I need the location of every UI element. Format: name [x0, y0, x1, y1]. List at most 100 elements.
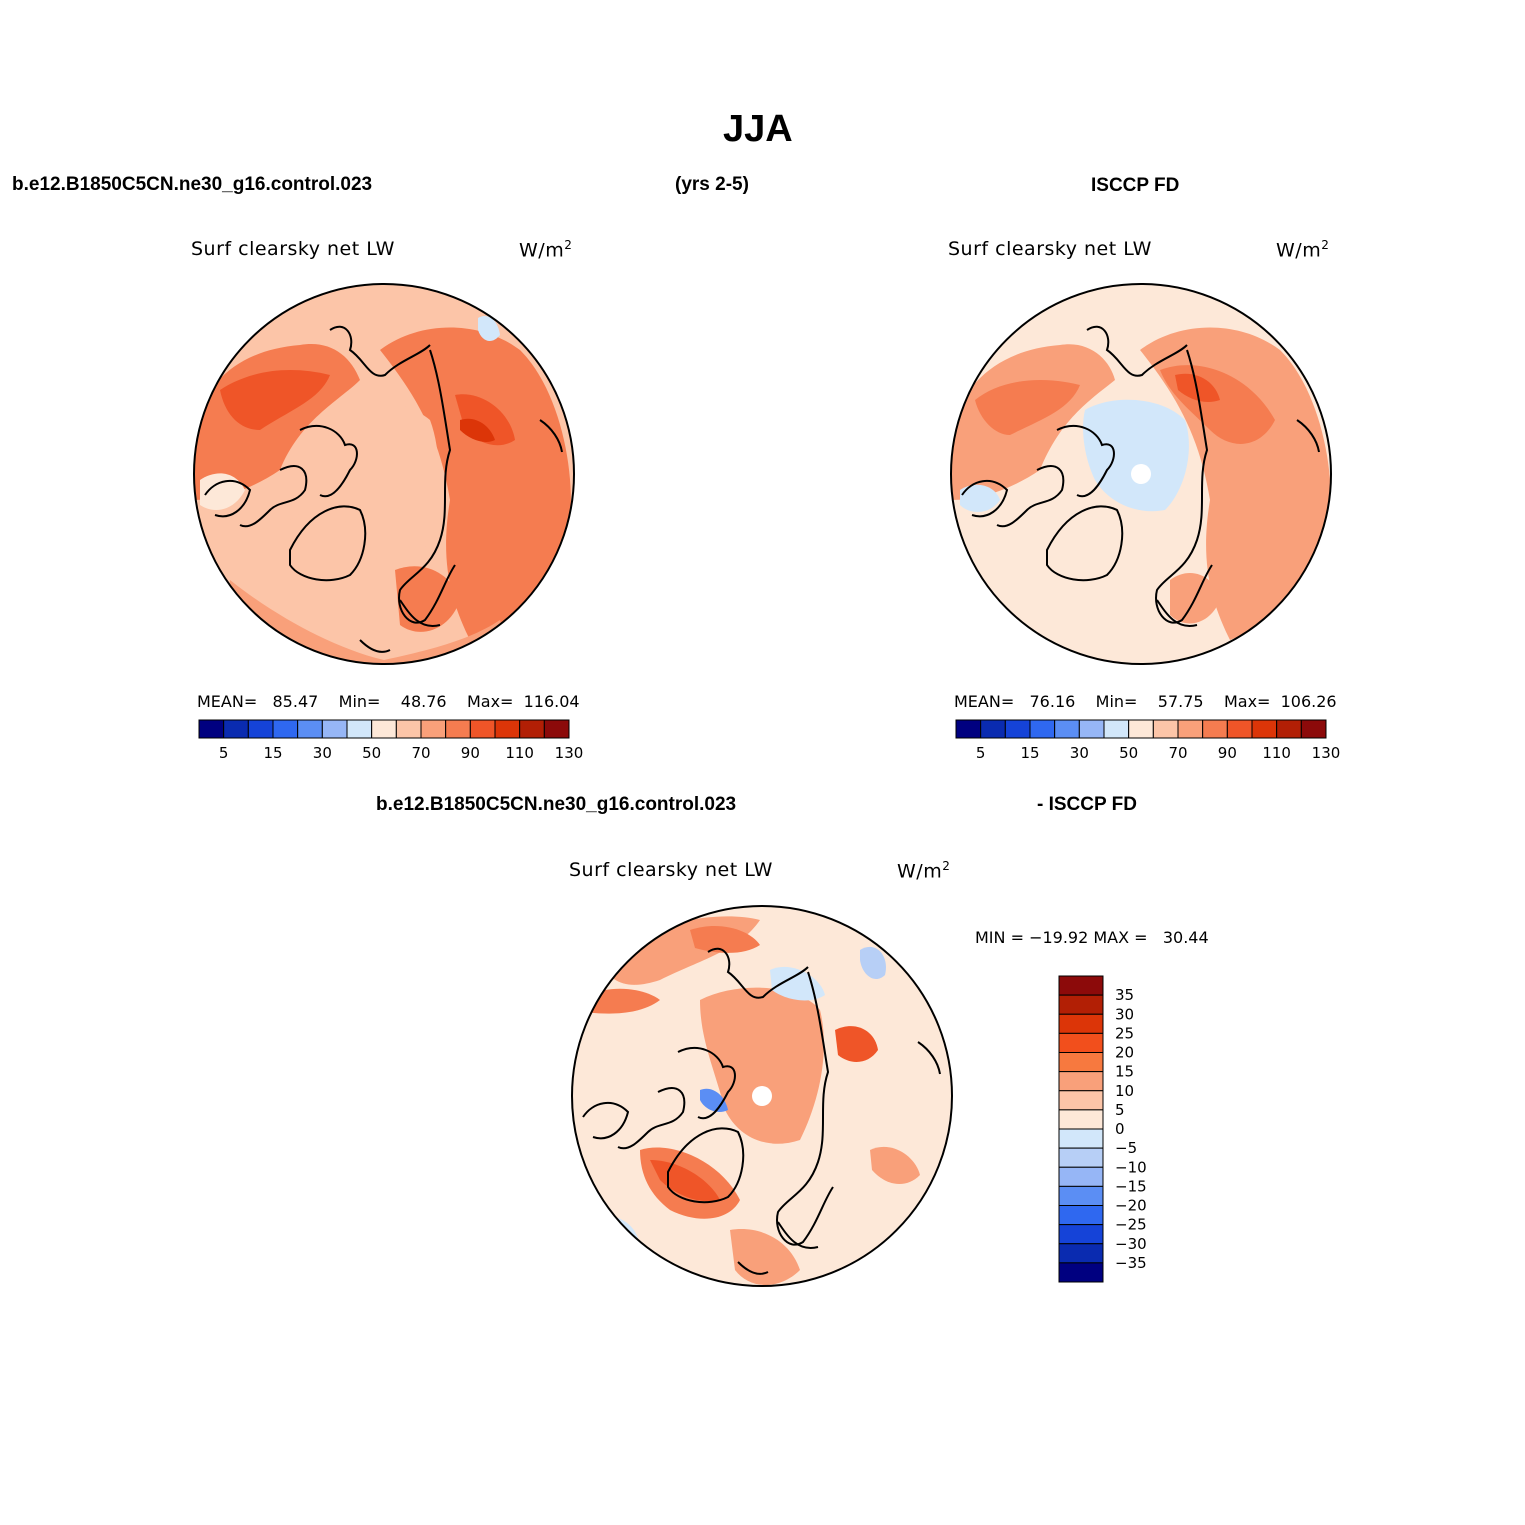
- colorbar-obs-label-4: 70: [1168, 744, 1187, 762]
- colorbar-model-swatch-0: [198, 719, 225, 739]
- coastlines-obs: [961, 325, 1320, 627]
- colorbar-diff-swatch-8: [1058, 1128, 1104, 1149]
- colorbar-model-label-3: 50: [362, 744, 381, 762]
- panel-model-variable: Surf clearsky net LW: [191, 238, 395, 260]
- min-label: Min=: [338, 692, 381, 711]
- coastlines-model: [204, 325, 563, 653]
- units-text: W/m: [519, 239, 565, 262]
- colorbar-obs-swatch-9: [1177, 719, 1204, 739]
- colorbar-model-swatch-12: [494, 719, 521, 739]
- colorbar-model-label-1: 15: [263, 744, 282, 762]
- panel-model-units: W/m2: [519, 238, 572, 261]
- top-left-case-label: b.e12.B1850C5CN.ne30_g16.control.023: [12, 174, 373, 195]
- colorbar-model-swatch-4: [297, 719, 323, 739]
- colorbar-diff-label-10: −15: [1115, 1177, 1147, 1195]
- colorbar-obs-swatch-14: [1300, 719, 1327, 739]
- colorbar-model-swatch-10: [445, 719, 471, 739]
- colorbar-obs-label-0: 5: [976, 744, 986, 762]
- mean-value: 85.47: [272, 692, 319, 711]
- bottom-case-label: b.e12.B1850C5CN.ne30_g16.control.023: [376, 794, 737, 815]
- map-diff-border: [571, 905, 953, 1287]
- panel-diff-minmax: MIN = −19.92 MAX = 30.44: [975, 928, 1209, 947]
- panel-diff-variable: Surf clearsky net LW: [569, 859, 773, 881]
- colorbar-model-swatch-1: [223, 719, 249, 739]
- colorbar-diff-label-5: 10: [1115, 1082, 1134, 1100]
- colorbar-diff-label-12: −25: [1115, 1216, 1147, 1234]
- pole-hole-obs: [1131, 464, 1151, 484]
- colorbar-diff-swatch-15: [1058, 1262, 1104, 1283]
- colorbar-obs-swatch-8: [1152, 719, 1179, 739]
- colorbar-obs-swatch-0: [955, 719, 982, 739]
- colorbar-diff-swatch-0: [1058, 975, 1104, 996]
- mean-label: MEAN=: [197, 692, 258, 711]
- coastlines-diff: [582, 947, 941, 1275]
- colorbar-obs-swatch-4: [1054, 719, 1080, 739]
- colorbar-diff-swatch-13: [1058, 1224, 1104, 1245]
- units-superscript: 2: [942, 859, 951, 873]
- top-years-label: (yrs 2-5): [675, 174, 749, 195]
- panel-diff-units: W/m2: [897, 859, 950, 882]
- colorbar-obs-swatch-12: [1251, 719, 1278, 739]
- colorbar-diff-label-14: −35: [1115, 1254, 1147, 1272]
- units-superscript: 2: [1321, 238, 1330, 252]
- colorbar-diff-label-1: 30: [1115, 1005, 1134, 1023]
- colorbar-diff-swatch-9: [1058, 1147, 1104, 1168]
- colorbar-model-swatch-13: [519, 719, 545, 739]
- max-label: Max=: [1223, 692, 1271, 711]
- colorbar-obs-label-3: 50: [1119, 744, 1138, 762]
- colorbar-obs-label-7: 130: [1312, 744, 1341, 762]
- colorbar-diff-swatch-10: [1058, 1166, 1104, 1187]
- colorbar-diff-swatch-11: [1058, 1185, 1104, 1206]
- colorbar-diff-swatch-12: [1058, 1205, 1104, 1226]
- colorbar-diff-label-2: 25: [1115, 1024, 1134, 1042]
- top-obs-label: ISCCP FD: [1091, 175, 1180, 196]
- max-value: 116.04: [523, 692, 580, 711]
- colorbar-model-swatch-11: [469, 719, 496, 739]
- colorbar-model-label-4: 70: [411, 744, 430, 762]
- colorbar-model-label-0: 5: [219, 744, 229, 762]
- panel-obs-stats: MEAN= 76.16 Min= 57.75 Max= 106.26: [954, 692, 1337, 711]
- colorbar-obs-label-2: 30: [1070, 744, 1089, 762]
- colorbar-obs-swatch-6: [1103, 719, 1130, 739]
- map-model-border: [193, 283, 575, 665]
- colorbar-obs-swatch-2: [1004, 719, 1031, 739]
- colorbar-model-label-7: 130: [555, 744, 584, 762]
- panel-obs-units: W/m2: [1276, 238, 1329, 261]
- mean-value: 76.16: [1029, 692, 1076, 711]
- colorbar-model-swatch-3: [272, 719, 299, 739]
- panel-model-stats: MEAN= 85.47 Min= 48.76 Max= 116.04: [197, 692, 580, 711]
- colorbar-model-swatch-9: [420, 719, 447, 739]
- colorbar-diff-label-6: 5: [1115, 1101, 1125, 1119]
- colorbar-diff-swatch-3: [1058, 1032, 1104, 1053]
- colorbar-diff-swatch-1: [1058, 994, 1104, 1015]
- colorbar-obs-swatch-7: [1128, 719, 1154, 739]
- max-label: Max=: [466, 692, 514, 711]
- colorbar-obs-swatch-10: [1202, 719, 1228, 739]
- colorbar-model-label-6: 110: [505, 744, 534, 762]
- map-obs-border: [950, 283, 1332, 665]
- colorbar-diff-swatch-2: [1058, 1013, 1104, 1034]
- colorbar-obs-label-1: 15: [1020, 744, 1039, 762]
- colorbar-model-swatch-6: [346, 719, 373, 739]
- colorbar-model-label-2: 30: [313, 744, 332, 762]
- colorbar-obs-swatch-13: [1276, 719, 1302, 739]
- colorbar-model-swatch-5: [321, 719, 348, 739]
- colorbar-diff-label-0: 35: [1115, 986, 1134, 1004]
- panel-obs-variable: Surf clearsky net LW: [948, 238, 1152, 260]
- pole-hole-diff: [752, 1086, 772, 1106]
- colorbar-obs-swatch-5: [1078, 719, 1105, 739]
- min-value: 57.75: [1157, 692, 1204, 711]
- colorbar-obs-swatch-3: [1029, 719, 1056, 739]
- colorbar-diff-label-13: −30: [1115, 1235, 1147, 1253]
- colorbar-diff-swatch-7: [1058, 1109, 1104, 1130]
- colorbar-model-swatch-8: [395, 719, 422, 739]
- colorbar-obs-label-5: 90: [1218, 744, 1237, 762]
- min-label: Min=: [1095, 692, 1138, 711]
- units-text: W/m: [1276, 239, 1322, 262]
- colorbar-model-swatch-14: [543, 719, 570, 739]
- bottom-obs-label: - ISCCP FD: [1037, 794, 1137, 815]
- map-model: [194, 284, 574, 664]
- colorbar-model-swatch-2: [247, 719, 274, 739]
